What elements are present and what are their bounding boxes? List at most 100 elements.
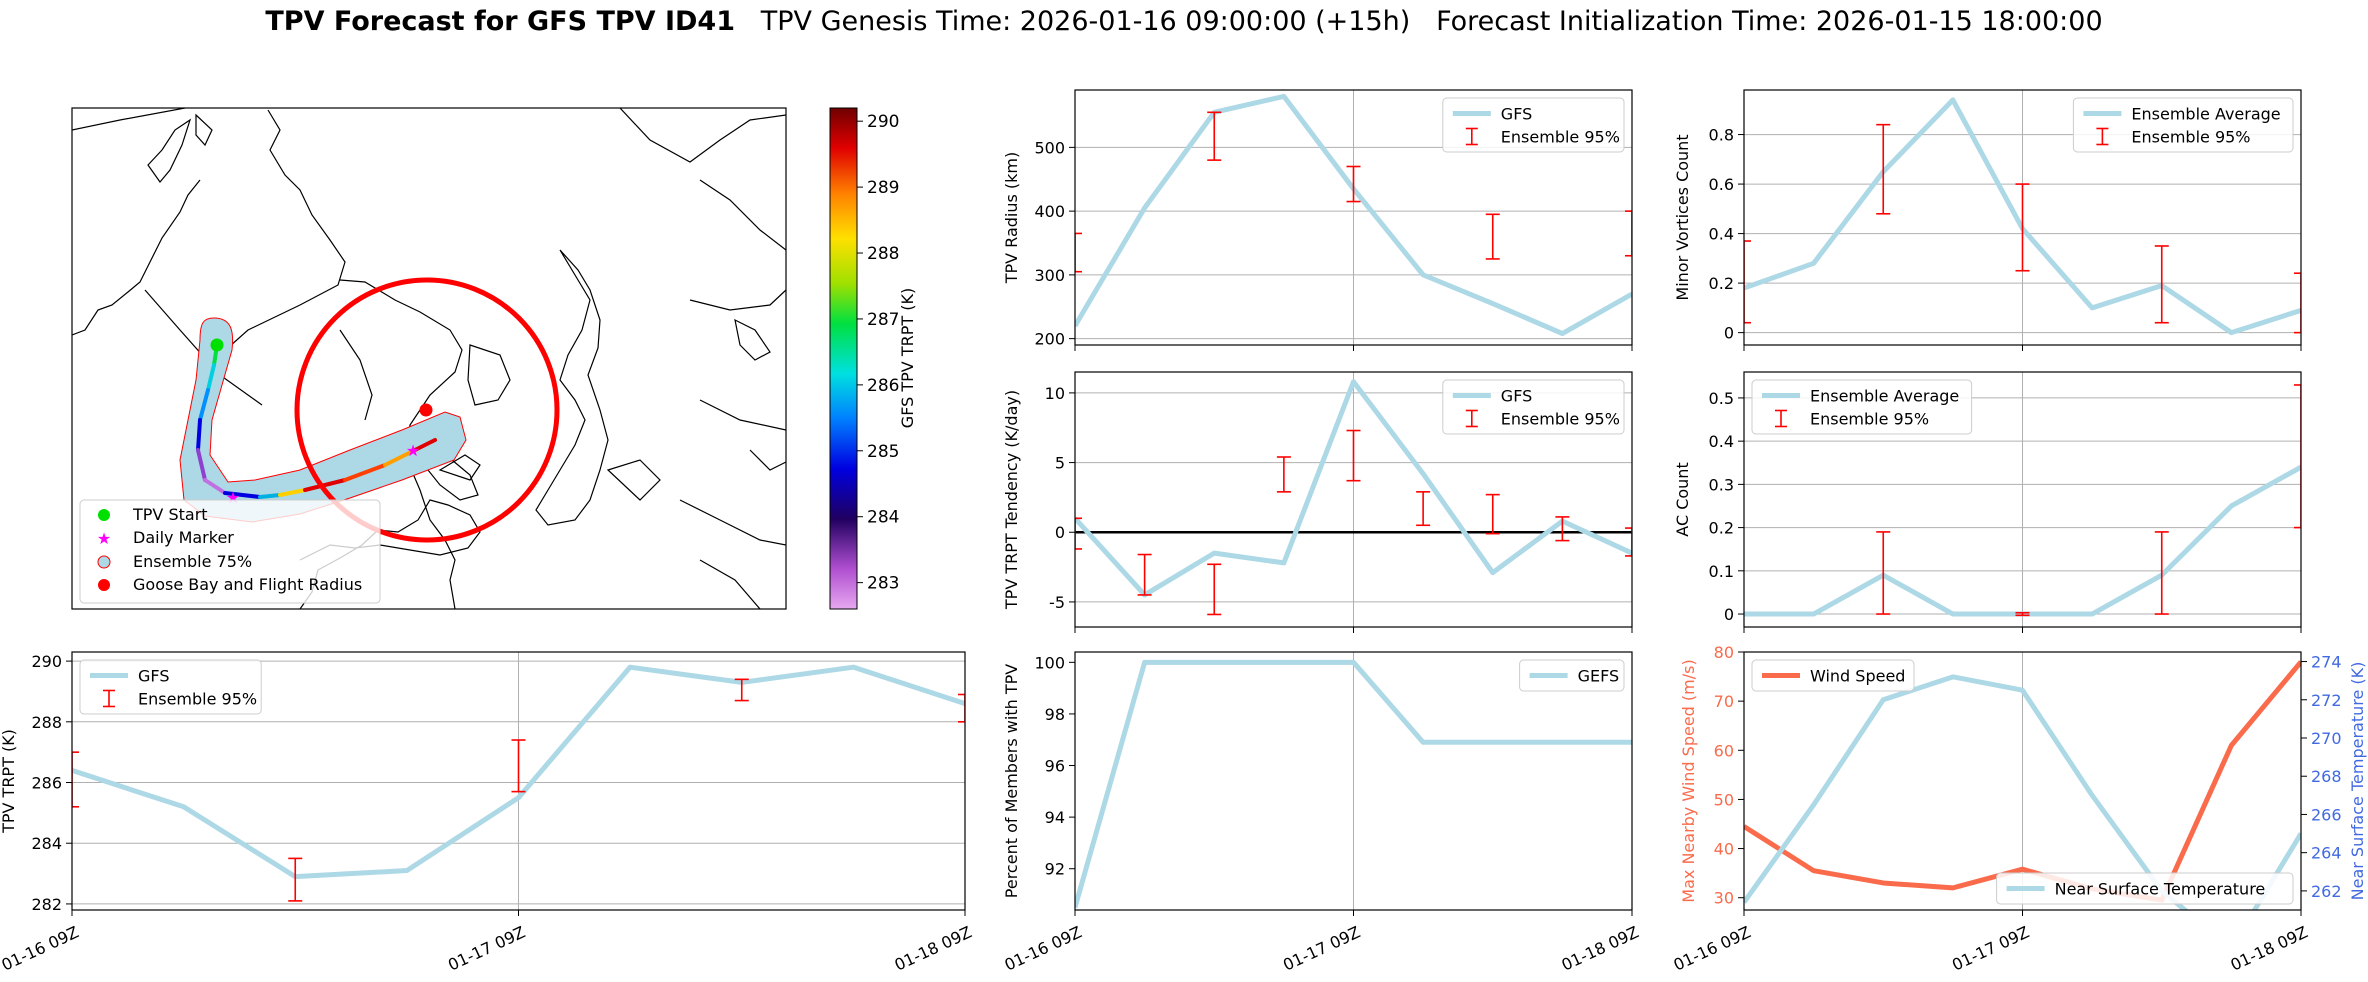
legend-ensemble-75: Ensemble 75% — [133, 552, 252, 571]
series-line-wind-0 — [1744, 660, 2301, 903]
y-tick-label: 0.3 — [1709, 475, 1734, 494]
map-content: ★ ★ — [72, 108, 786, 609]
y-tick-label: 0.5 — [1709, 389, 1734, 408]
y2-tick-label: 274 — [2311, 653, 2342, 672]
ensemble-75-envelope — [179, 317, 467, 523]
goose-bay-flight-radius — [294, 277, 560, 543]
legend-minor: Ensemble Average Ensemble 95% — [2072, 97, 2294, 153]
colorbar-tick-label: 285 — [867, 442, 899, 462]
legend-ac: Ensemble Average Ensemble 95% — [1751, 379, 1973, 435]
chart-ac: 0 0.1 0.2 0.3 0.4 0.5 AC Count Ensemble Average… — [1673, 371, 2302, 633]
tpv-start-marker — [210, 338, 224, 352]
y-tick-label: 0.2 — [1709, 519, 1734, 538]
colorbar-tick-label: 290 — [867, 112, 899, 132]
y-tick-label: 0.1 — [1709, 562, 1734, 581]
chart-minor: 0 0.2 0.4 0.6 0.8 Minor Vortices Count Ensembl… — [1673, 89, 2302, 351]
y-tick-label: 0 — [1724, 605, 1734, 624]
legend-box — [2072, 97, 2294, 153]
init-time: Forecast Initialization Time: 2026-01-15… — [1436, 6, 2103, 37]
y-tick-label: 98 — [1045, 705, 1065, 724]
colorbar-tick-label: 287 — [867, 310, 899, 330]
legend-label: GEFS — [1578, 667, 1620, 686]
y-tick-label: 94 — [1045, 808, 1065, 827]
daily-marker: ★ — [406, 441, 420, 460]
tpv-track — [196, 343, 437, 499]
legend-goose-bay: Goose Bay and Flight Radius — [133, 575, 362, 594]
figure-title-bold: TPV Forecast for GFS TPV ID41 — [265, 6, 735, 37]
plot-area-percent — [1075, 659, 1632, 909]
y-axis-label: Minor Vortices Count — [1673, 134, 1692, 300]
legend-label: GFS — [1501, 387, 1532, 406]
x-tick-label: 01-17 09Z — [1949, 922, 2032, 974]
y2-tick-label: 268 — [2311, 767, 2342, 786]
y-tick-label: 300 — [1034, 266, 1065, 285]
y-tick-label: 288 — [31, 713, 62, 732]
colorbar-bar — [829, 107, 858, 610]
legend-label: Ensemble 95% — [1810, 410, 1929, 429]
x-tick-label: 01-18 09Z — [2228, 922, 2311, 974]
plot-area-minor — [1744, 97, 2301, 336]
series-line-trpt-0 — [72, 664, 965, 880]
y-tick-label: 50 — [1714, 790, 1734, 809]
y-tick-label: 500 — [1034, 138, 1065, 157]
series-line-tend-0 — [1075, 379, 1632, 598]
y-tick-label: 282 — [31, 895, 62, 914]
x-tick-label: 01-16 09Z — [0, 922, 82, 974]
y2-tick-label: 264 — [2311, 844, 2342, 863]
chart-trpt: 01-16 09Z 01-17 09Z 01-18 09Z 282 284 286 288 2… — [0, 651, 975, 975]
series-line-percent-0 — [1075, 659, 1632, 909]
colorbar-tick-label: 289 — [867, 178, 899, 198]
y-tick-label: 70 — [1714, 692, 1734, 711]
y2-axis-label: Near Surface Temperature (K) — [2348, 662, 2367, 901]
colorbar-tick-label: 284 — [867, 508, 899, 528]
x-tick-label: 01-16 09Z — [1671, 922, 1754, 974]
y2-tick-label: 270 — [2311, 729, 2342, 748]
legend-radius: GFS Ensemble 95% — [1442, 97, 1625, 153]
series-line-wind-1 — [1744, 674, 2301, 910]
legend-box — [1751, 379, 1973, 435]
legend-label: Near Surface Temperature — [2055, 880, 2266, 899]
chart-percent: 01-16 09Z 01-17 09Z 01-18 09Z 92 94 96 98 100 Pe… — [1002, 651, 1642, 975]
y-tick-label: 0.4 — [1709, 225, 1734, 244]
map-panel: ★ ★ TPV Start ★ Daily Marker Ensemble 75… — [71, 107, 917, 610]
legend-tend: GFS Ensemble 95% — [1442, 379, 1625, 435]
plot-area-wind — [1744, 660, 2301, 910]
chart-wind: 01-16 09Z 01-17 09Z 01-18 09Z 30 40 50 60 70 80 M… — [1671, 643, 2367, 975]
legend-box — [1996, 872, 2294, 905]
y-tick-label: 92 — [1045, 860, 1065, 879]
legend-daily-marker: Daily Marker — [133, 528, 234, 547]
plot-area-tend — [1075, 379, 1632, 616]
y2-tick-label: 272 — [2311, 691, 2342, 710]
y-tick-label: 5 — [1055, 454, 1065, 473]
y-tick-label: 400 — [1034, 202, 1065, 221]
legend-trpt: GFS Ensemble 95% — [79, 659, 262, 715]
colorbar-label: GFS TPV TRPT (K) — [898, 288, 917, 428]
y-tick-label: 100 — [1034, 653, 1065, 672]
y-tick-label: 200 — [1034, 330, 1065, 349]
map-legend: TPV Start ★ Daily Marker Ensemble 75% Go… — [79, 499, 381, 604]
y-tick-label: 10 — [1045, 384, 1065, 403]
legend-tpv-start-icon — [98, 509, 110, 521]
x-tick-label: 01-16 09Z — [1002, 922, 1085, 974]
goose-bay-marker — [419, 403, 433, 417]
plot-area-trpt — [72, 664, 965, 902]
x-tick-label: 01-17 09Z — [1280, 922, 1363, 974]
y-tick-label: 40 — [1714, 840, 1734, 859]
legend-label: GFS — [1501, 105, 1532, 124]
y-tick-label: 0.8 — [1709, 126, 1734, 145]
x-tick-label: 01-18 09Z — [1559, 922, 1642, 974]
y-axis-label: TPV Radius (km) — [1002, 152, 1021, 285]
y-tick-label: -5 — [1049, 593, 1065, 612]
plot-area-ac — [1744, 384, 2301, 617]
y-axis-label: Percent of Members with TPV — [1002, 664, 1021, 898]
colorbar-tick-label: 288 — [867, 244, 899, 264]
legend-wind: Near Surface Temperature — [1996, 872, 2294, 905]
legend-daily-marker-icon: ★ — [97, 529, 111, 548]
colorbar-tick-label: 286 — [867, 376, 899, 396]
legend-label: GFS — [138, 667, 169, 686]
legend-percent: GEFS — [1519, 659, 1625, 692]
y-tick-label: 0.4 — [1709, 432, 1734, 451]
y-tick-label: 60 — [1714, 741, 1734, 760]
x-tick-label: 01-17 09Z — [445, 922, 528, 974]
